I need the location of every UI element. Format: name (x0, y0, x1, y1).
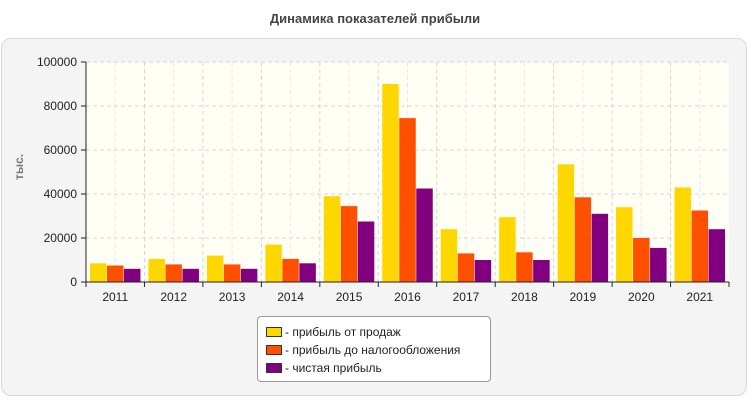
chart-title: Динамика показателей прибыли (269, 11, 481, 26)
bar-2020-series-3 (650, 247, 667, 282)
legend-item-pretax-profit: - прибыль до налогообложения (266, 341, 490, 359)
bar-2013-series-2 (223, 264, 241, 282)
x-tick-label: 2019 (570, 290, 597, 304)
y-tick-label: 40000 (44, 187, 78, 201)
bar-2012-series-2 (165, 264, 182, 282)
bar-2016-series-1 (382, 84, 399, 282)
bar-2015-series-2 (340, 206, 358, 282)
y-tick-label: 80000 (44, 99, 78, 113)
bar-2013-series-3 (240, 268, 258, 282)
bar-2011-series-2 (106, 265, 124, 282)
x-tick-label: 2017 (453, 290, 480, 304)
bar-2015-series-3 (357, 221, 375, 282)
bar-2018-series-3 (533, 260, 550, 282)
legend-label: - прибыль до налогообложения (285, 343, 461, 357)
legend-swatch (266, 345, 282, 355)
y-tick-label: 100000 (37, 55, 77, 69)
bar-2019-series-2 (574, 197, 592, 282)
bar-2012-series-3 (182, 268, 199, 282)
y-tick-label: 60000 (44, 143, 78, 157)
x-tick-label: 2014 (277, 290, 304, 304)
legend-swatch (266, 363, 282, 373)
bar-2018-series-2 (516, 252, 533, 282)
y-tick-label: 0 (70, 275, 77, 289)
x-tick-labels: 2011 2012 2013 2014 2015 2016 2017 2018 2019 2020… (102, 290, 713, 304)
bar-2021-series-1 (674, 187, 692, 282)
bar-2020-series-2 (633, 238, 650, 282)
bar-2021-series-2 (691, 210, 709, 282)
x-tick-label: 2012 (160, 290, 187, 304)
bar-2016-series-2 (399, 118, 416, 282)
bar-2021-series-3 (708, 229, 726, 282)
x-tick-label: 2018 (511, 290, 538, 304)
x-tick-label: 2011 (102, 290, 128, 304)
legend-label: - прибыль от продаж (285, 325, 401, 339)
legend: - прибыль от продаж - прибыль до налогоо… (257, 316, 491, 382)
bar-2011-series-1 (89, 263, 107, 282)
bar-2017-series-2 (457, 253, 475, 282)
legend-swatch (266, 327, 282, 337)
bar-2019-series-1 (557, 164, 575, 282)
bar-2018-series-1 (499, 217, 516, 282)
bar-2014-series-1 (265, 244, 282, 282)
y-tick-label: 20000 (44, 231, 78, 245)
bars (89, 84, 726, 282)
y-axis-label: тыс. (12, 153, 26, 180)
legend-label: - чистая прибыль (285, 361, 382, 375)
bar-2020-series-1 (616, 207, 633, 282)
bar-2017-series-1 (440, 229, 458, 282)
legend-item-sales-profit: - прибыль от продаж (266, 323, 490, 341)
bar-2014-series-2 (282, 258, 299, 282)
bar-2019-series-3 (591, 213, 609, 282)
x-tick-label: 2015 (336, 290, 363, 304)
legend-item-net-profit: - чистая прибыль (266, 359, 490, 377)
bar-2014-series-3 (299, 263, 316, 282)
y-tick-labels: 0 20000 40000 60000 80000 100000 (37, 55, 77, 289)
bar-2012-series-1 (148, 258, 165, 282)
bar-2016-series-3 (416, 188, 433, 282)
axes (81, 61, 730, 287)
x-tick-label: 2016 (394, 290, 421, 304)
bar-2013-series-1 (206, 255, 224, 282)
bar-2011-series-3 (123, 268, 141, 282)
bar-2017-series-3 (474, 260, 492, 282)
x-tick-label: 2020 (628, 290, 655, 304)
x-tick-label: 2013 (219, 290, 246, 304)
bar-2015-series-1 (323, 196, 341, 282)
x-tick-label: 2021 (686, 290, 713, 304)
